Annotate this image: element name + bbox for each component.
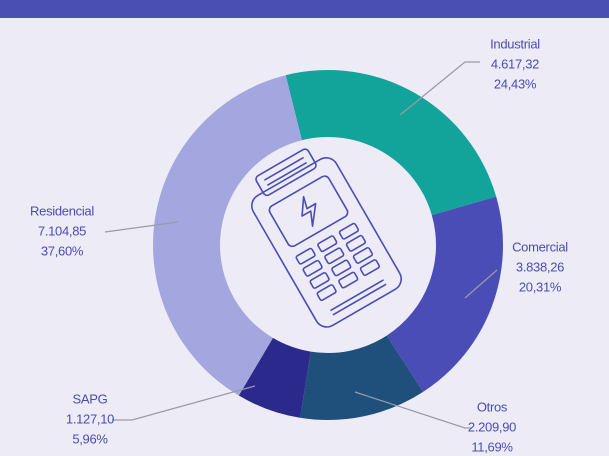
slice-value-label: 1.127,10 [66, 411, 114, 426]
slice-category-label: Otros [477, 399, 508, 414]
donut-slice [153, 75, 302, 396]
pos-terminal-icon [251, 148, 402, 328]
slice-category-label: SAPG [73, 391, 108, 406]
slice-percent-label: 11,69% [471, 439, 513, 454]
donut-slice [300, 335, 424, 421]
slice-value-label: 4.617,32 [491, 56, 539, 71]
slice-percent-label: 24,43% [494, 76, 537, 91]
slice-percent-label: 20,31% [519, 279, 562, 294]
donut-slice [285, 70, 497, 216]
slice-category-label: Residencial [30, 203, 94, 218]
slice-value-label: 3.838,26 [516, 259, 564, 274]
donut-slice [386, 196, 504, 392]
donut-slice [238, 337, 311, 418]
slice-category-label: Comercial [512, 239, 568, 254]
slice-percent-label: 5,96% [72, 431, 108, 446]
leader-lines [104, 61, 498, 429]
slice-value-label: 7.104,85 [38, 223, 86, 238]
slice-percent-label: 37,60% [41, 243, 84, 258]
slice-category-label: Industrial [490, 36, 540, 51]
header-bar [0, 0, 609, 18]
slice-value-label: 2.209,90 [468, 419, 516, 434]
